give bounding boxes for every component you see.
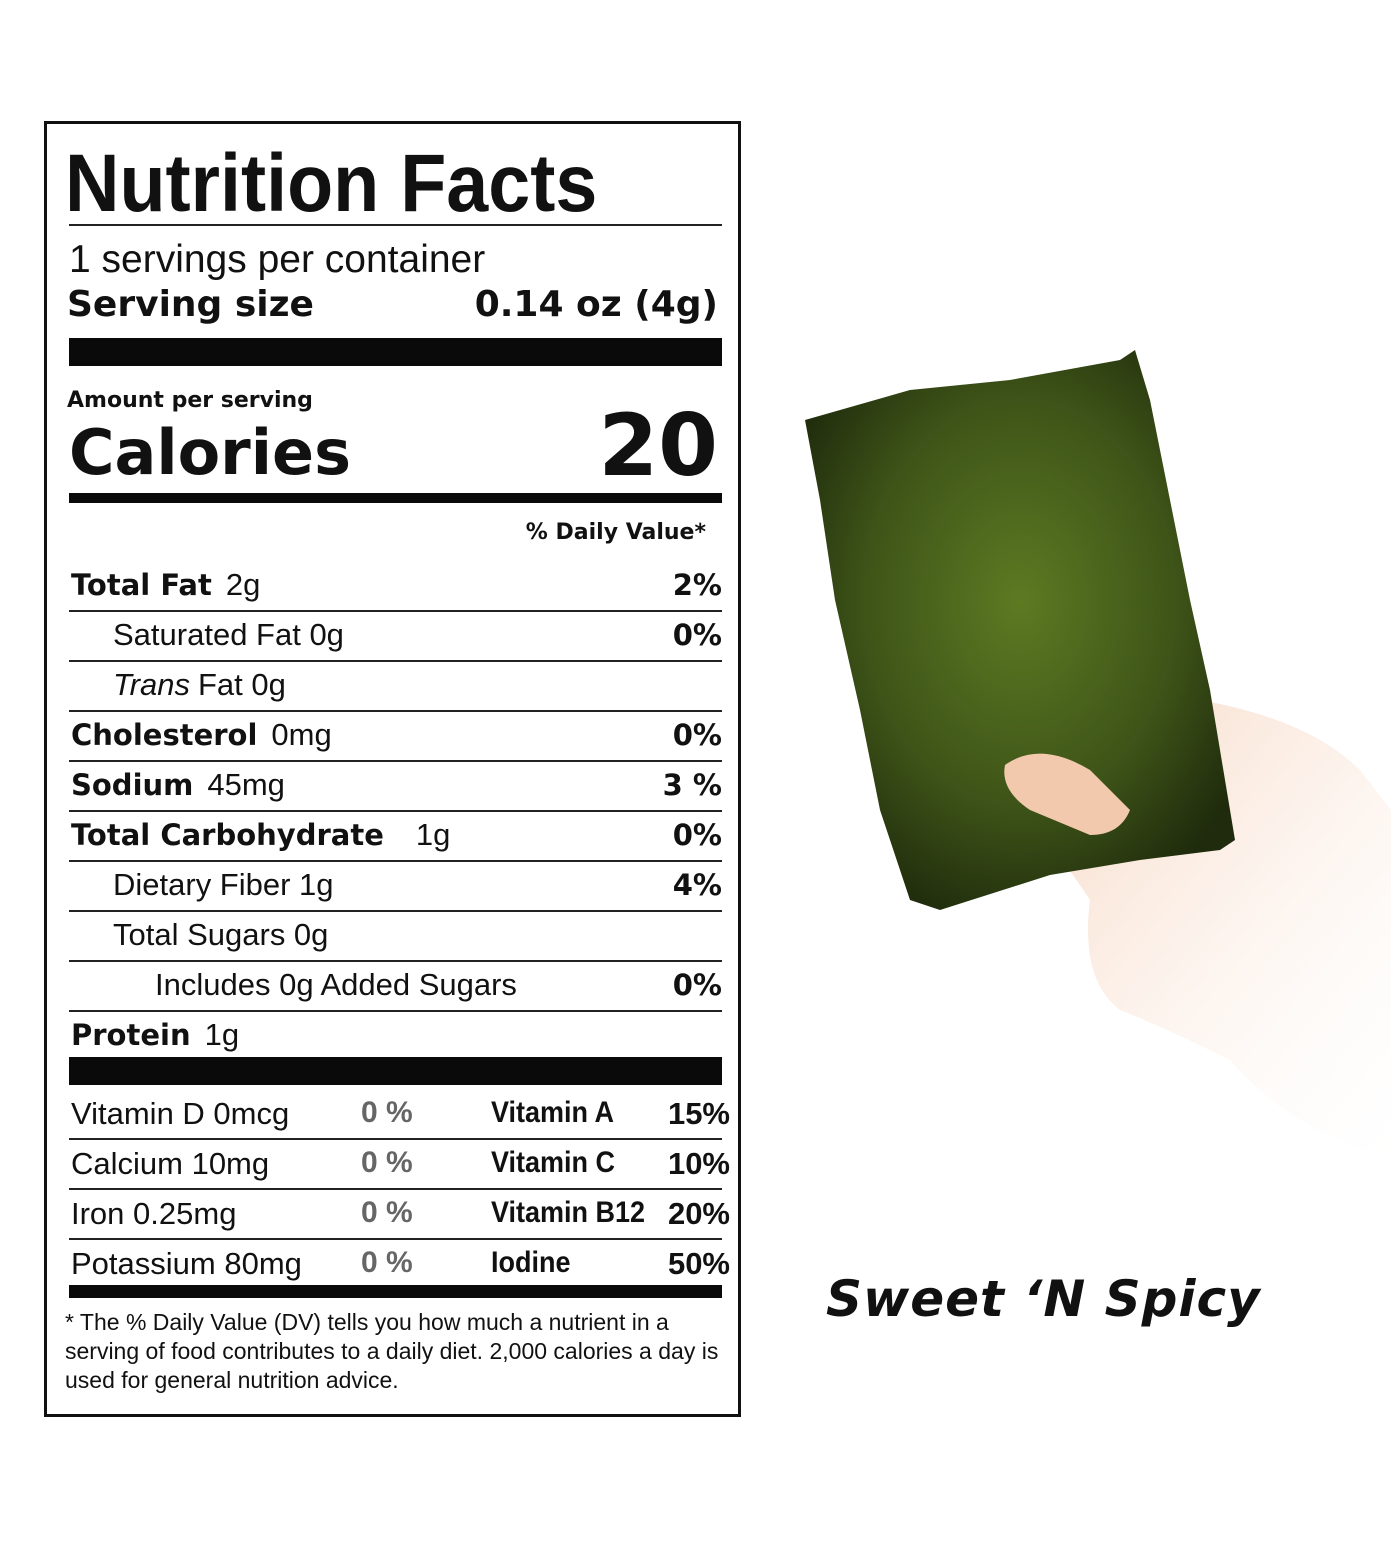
nutrient-name: Total Carbohydrate	[71, 818, 384, 852]
nutrient-amount: 45mg	[207, 767, 285, 802]
daily-value-header: % Daily Value*	[525, 520, 706, 545]
nutrient-row: Dietary Fiber 1g 4%	[69, 860, 722, 910]
divider	[69, 1010, 722, 1012]
nutrient-name: Saturated Fat 0g	[113, 617, 344, 652]
nutrient-amount: 2g	[225, 567, 261, 602]
nutrient-amount: 1g	[415, 817, 451, 852]
vitamin-daily-value: 0 %	[361, 1246, 413, 1279]
vitamin-name: Vitamin D 0mcg	[71, 1096, 290, 1131]
divider	[69, 660, 722, 662]
vitamin-extra-daily-value: 20%	[667, 1196, 730, 1231]
vitamin-extra-daily-value: 10%	[667, 1146, 730, 1181]
calories-label: Calories	[69, 416, 351, 489]
flavor-name: Sweet ‘N Spicy	[826, 1270, 1261, 1328]
amount-per-serving: Amount per serving	[67, 388, 313, 413]
seaweed-sheet	[805, 350, 1235, 910]
nutrient-daily-value: 0%	[672, 818, 722, 852]
footnote: * The % Daily Value (DV) tells you how m…	[65, 1309, 719, 1393]
nutrient-name: Trans	[113, 667, 190, 702]
thick-divider	[69, 338, 722, 366]
thick-divider	[69, 1057, 722, 1085]
calories-value: 20	[598, 396, 718, 496]
product-image	[805, 350, 1391, 1160]
divider	[69, 610, 722, 612]
nutrient-row: Protein 1g	[69, 1010, 722, 1060]
serving-size-label: Serving size	[67, 284, 314, 325]
vitamin-extra-daily-value: 15%	[667, 1096, 730, 1131]
divider	[69, 710, 722, 712]
nutrient-name: Total Sugars 0g	[113, 917, 329, 952]
vitamin-row: Calcium 10mg 0 % Vitamin C 10%	[69, 1138, 730, 1188]
vitamin-daily-value: 0 %	[361, 1146, 413, 1179]
vitamin-daily-value: 0 %	[361, 1096, 413, 1129]
nutrient-row: Trans Fat 0g	[69, 660, 722, 710]
vitamin-name: Potassium 80mg	[71, 1246, 302, 1281]
vitamin-row: Vitamin D 0mcg 0 % Vitamin A 15%	[69, 1088, 730, 1138]
vitamin-extra-name: Iodine	[491, 1246, 571, 1279]
nutrient-name: Dietary Fiber 1g	[113, 867, 334, 902]
nutrient-row: Total Carbohydrate 1g 0%	[69, 810, 722, 860]
nutrient-daily-value: 0%	[672, 618, 722, 652]
nutrient-amount: 0mg	[271, 717, 332, 752]
nutrient-daily-value: 3 %	[662, 768, 722, 802]
servings-per-container: 1 servings per container	[69, 238, 486, 281]
nutrient-row: Includes 0g Added Sugars 0%	[69, 960, 722, 1010]
divider	[69, 1238, 722, 1240]
nutrient-name: Sodium	[71, 768, 194, 802]
nutrient-amount: Fat 0g	[197, 667, 286, 702]
nutrient-daily-value: 2%	[672, 568, 722, 602]
nutrient-row: Saturated Fat 0g 0%	[69, 610, 722, 660]
divider	[69, 860, 722, 862]
serving-size-value: 0.14 oz (4g)	[474, 284, 718, 325]
medium-divider	[69, 1285, 722, 1298]
divider	[69, 910, 722, 912]
divider	[69, 224, 722, 226]
nutrient-daily-value: 0%	[672, 968, 722, 1002]
nutrient-row: Cholesterol 0mg 0%	[69, 710, 722, 760]
nutrient-amount: 1g	[204, 1017, 240, 1052]
nutrient-row: Sodium 45mg 3 %	[69, 760, 722, 810]
thumb-shape	[1004, 753, 1130, 835]
medium-divider	[69, 493, 722, 503]
divider	[69, 810, 722, 812]
vitamin-daily-value: 0 %	[361, 1196, 413, 1229]
nutrient-name: Total Fat	[71, 568, 212, 602]
divider	[69, 1188, 722, 1190]
nutrient-daily-value: 0%	[672, 718, 722, 752]
label-title: Nutrition Facts	[65, 138, 598, 229]
vitamin-row: Potassium 80mg 0 % Iodine 50%	[69, 1238, 730, 1288]
vitamin-name: Iron 0.25mg	[71, 1196, 237, 1231]
vitamin-extra-name: Vitamin B12	[491, 1196, 646, 1229]
vitamin-extra-name: Vitamin C	[491, 1146, 616, 1179]
divider	[69, 960, 722, 962]
nutrition-facts-label: Nutrition Facts 1 servings per container…	[44, 121, 741, 1417]
vitamin-name: Calcium 10mg	[71, 1146, 270, 1181]
nutrient-row: Total Sugars 0g	[69, 910, 722, 960]
vitamin-extra-name: Vitamin A	[491, 1096, 615, 1129]
nutrient-name: Includes 0g Added Sugars	[155, 967, 517, 1002]
nutrient-name: Protein	[71, 1018, 191, 1052]
nutrient-row: Total Fat 2g 2%	[69, 560, 722, 610]
nutrient-daily-value: 4%	[672, 868, 722, 902]
divider	[69, 760, 722, 762]
divider	[69, 1138, 722, 1140]
vitamin-extra-daily-value: 50%	[667, 1246, 730, 1281]
nutrient-name: Cholesterol	[71, 718, 258, 752]
vitamin-row: Iron 0.25mg 0 % Vitamin B12 20%	[69, 1188, 730, 1238]
